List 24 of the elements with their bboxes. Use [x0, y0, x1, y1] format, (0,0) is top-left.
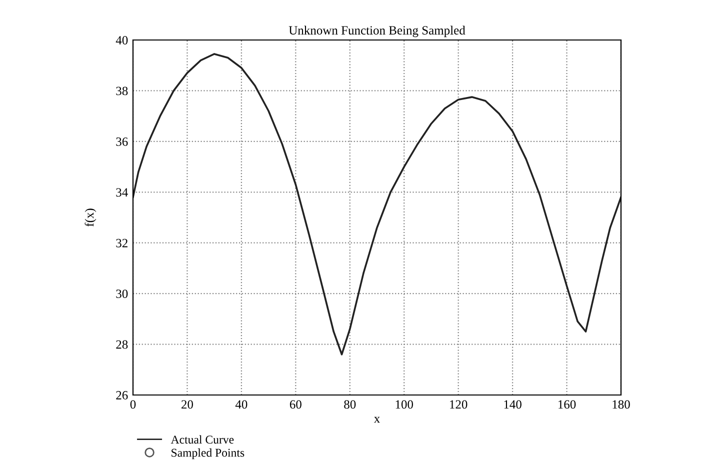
x-tick-label: 140: [504, 400, 522, 409]
x-tick-label: 60: [290, 400, 302, 409]
x-tick-label: 160: [558, 400, 576, 409]
y-axis-title: f(x): [84, 208, 96, 226]
legend-label: Actual Curve: [170, 435, 234, 444]
y-tick-label: 34: [116, 188, 128, 197]
x-tick-label: 180: [612, 400, 630, 409]
x-tick-label: 0: [130, 400, 136, 409]
x-tick-label: 120: [450, 400, 468, 409]
x-axis-title: x: [374, 416, 380, 423]
y-tick-label: 26: [116, 391, 128, 400]
y-tick-label: 32: [116, 238, 128, 248]
legend-label: Sampled Points: [172, 448, 244, 460]
x-tick-label: 100: [396, 400, 414, 409]
x-tick-label: 80: [344, 400, 356, 409]
y-tick-label: 30: [116, 290, 128, 298]
chart-title: Unknown Function Being Sampled: [288, 26, 466, 38]
y-tick-label: 40: [116, 36, 128, 44]
x-tick-label: 20: [182, 400, 193, 409]
x-tick-label: 40: [235, 400, 248, 409]
y-tick-label: 28: [116, 340, 128, 349]
line-series: [133, 53, 621, 356]
y-tick-label: 38: [116, 86, 128, 96]
y-tick-label: 36: [116, 137, 128, 146]
